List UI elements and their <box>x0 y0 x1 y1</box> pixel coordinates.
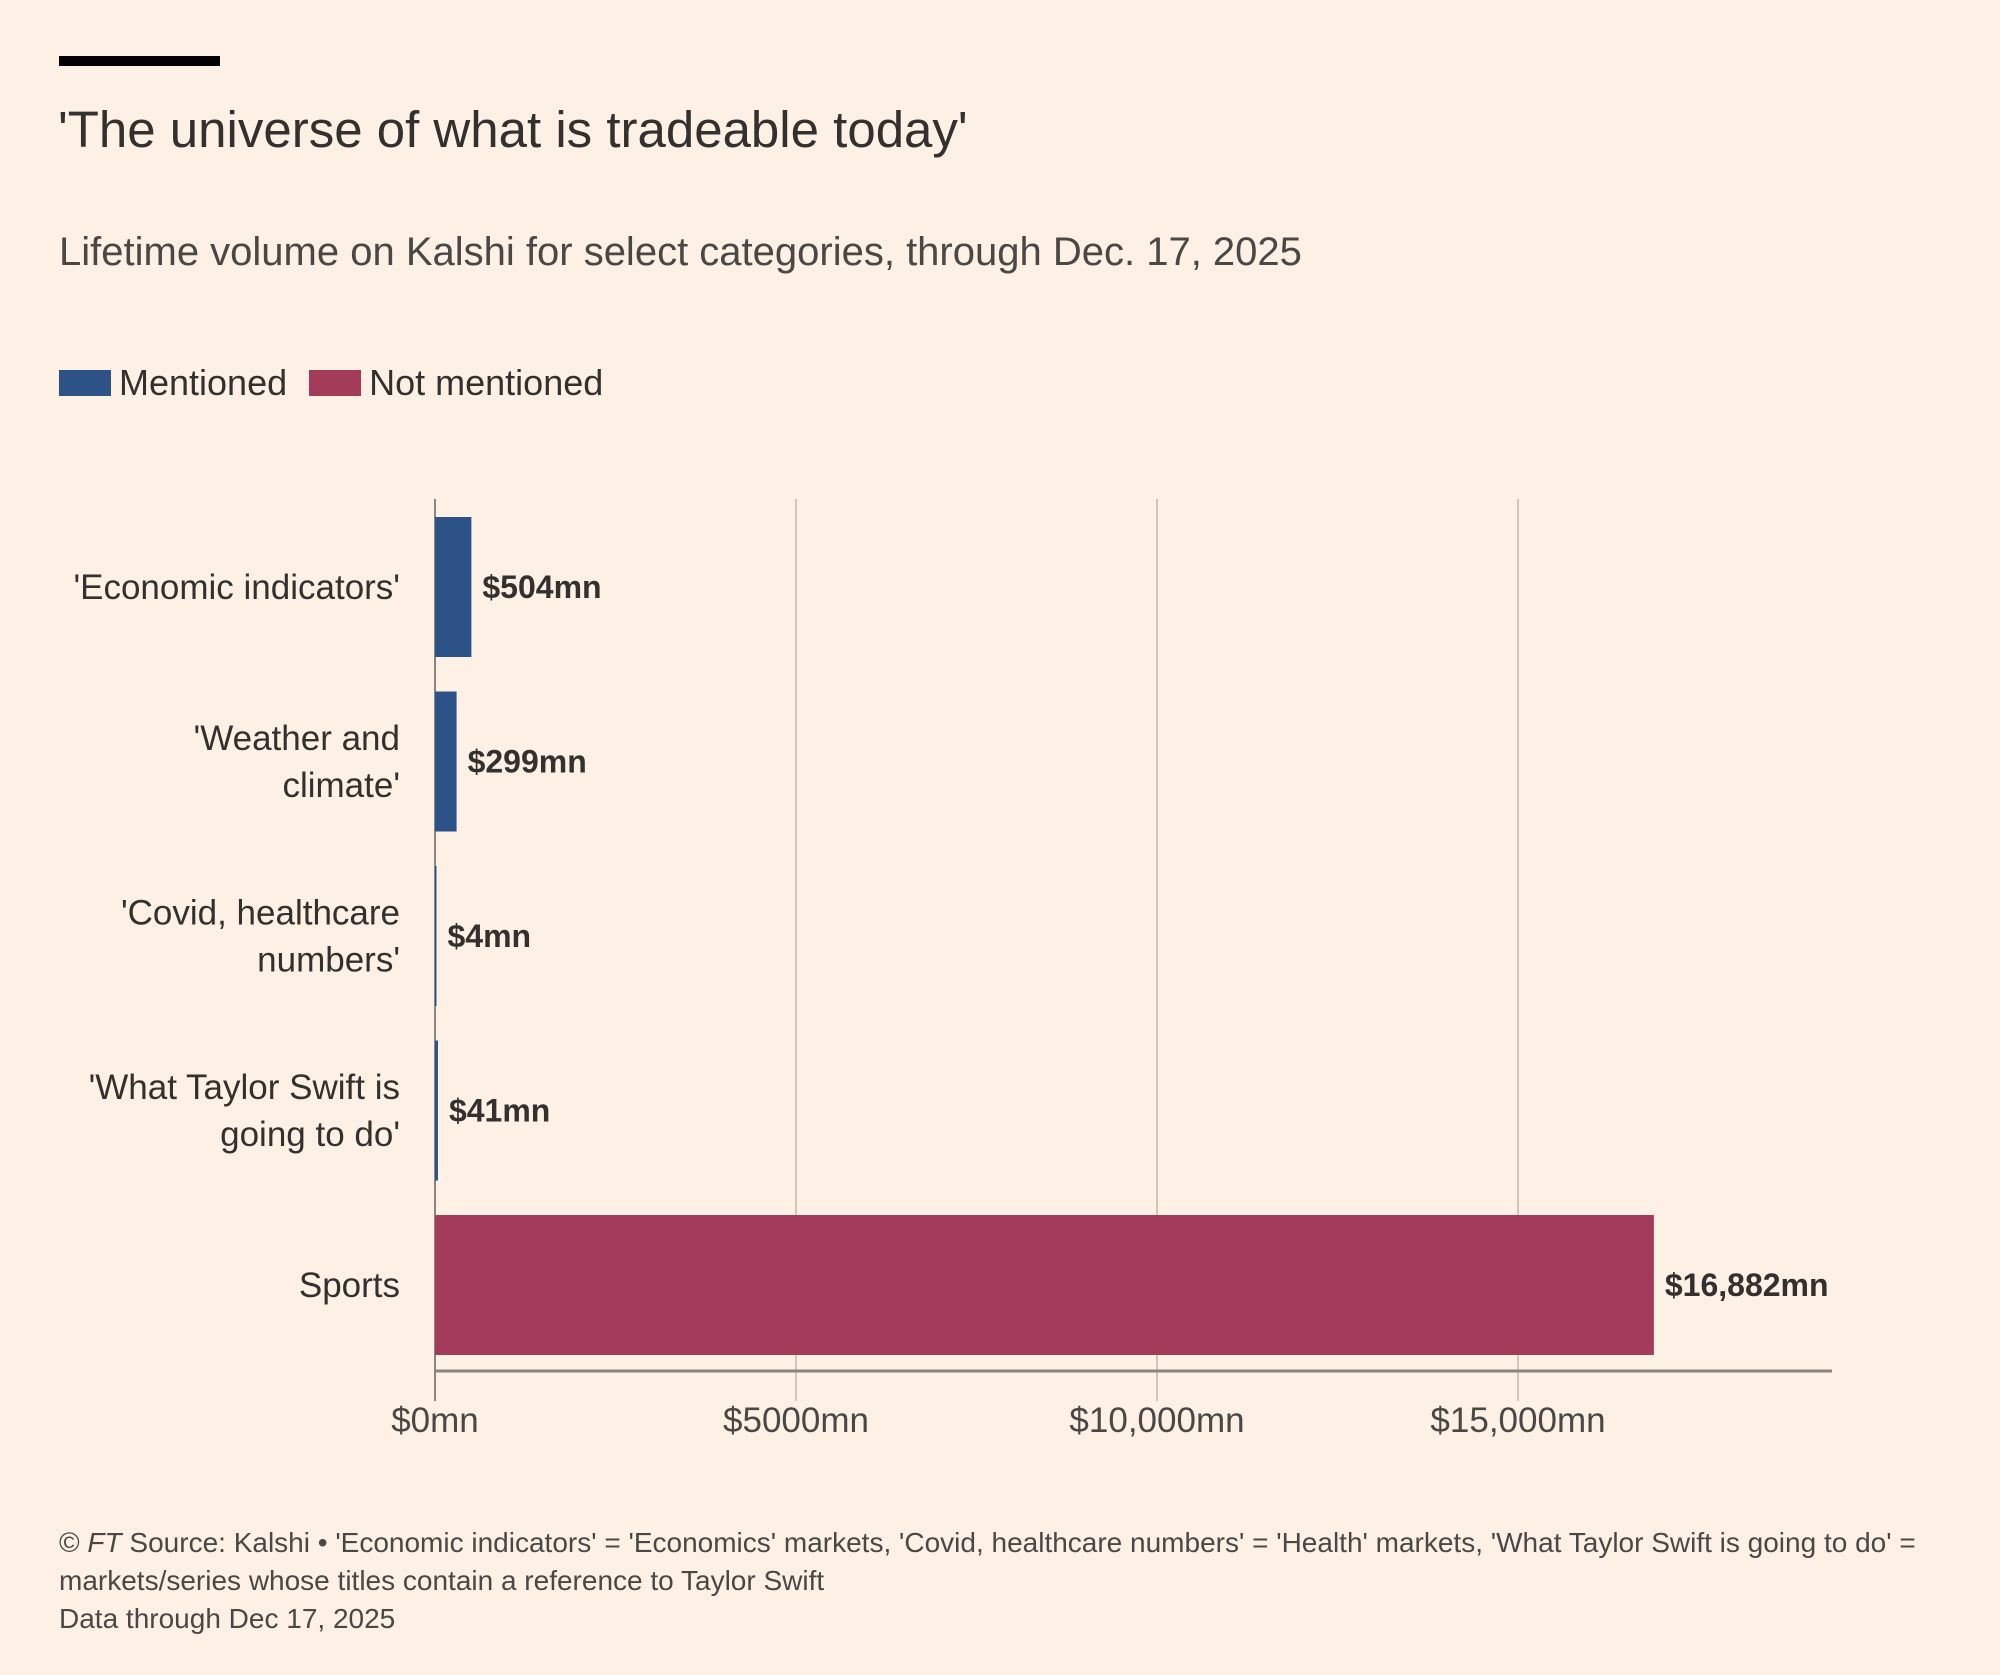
legend-swatch-not-mentioned <box>309 370 362 396</box>
source-note: © FT Source: Kalshi • 'Economic indicato… <box>59 1524 1939 1600</box>
category-label: 'Economic indicators' <box>73 568 400 607</box>
category-label: 'Covid, healthcare <box>121 894 400 933</box>
x-tick-label: $10,000mn <box>1069 1401 1244 1440</box>
bar <box>435 517 472 657</box>
bar <box>435 866 437 1006</box>
category-label: 'Weather and <box>194 719 400 758</box>
legend-label: Mentioned <box>119 362 288 403</box>
chart-subtitle: Lifetime volume on Kalshi for select cat… <box>59 230 1302 274</box>
bar <box>435 1215 1654 1355</box>
category-label: 'What Taylor Swift is <box>89 1068 400 1107</box>
title-rule <box>59 56 220 66</box>
legend: Mentioned Not mentioned <box>59 362 625 404</box>
legend-label: Not mentioned <box>369 362 604 403</box>
bar-value-label: $299mn <box>468 744 587 780</box>
category-label: going to do' <box>220 1115 400 1154</box>
copyright: © <box>59 1527 88 1558</box>
chart-footer: © FT Source: Kalshi • 'Economic indicato… <box>59 1524 1939 1638</box>
legend-item-not-mentioned: Not mentioned <box>309 362 603 404</box>
bar-value-label: $16,882mn <box>1665 1267 1829 1303</box>
x-tick-label: $15,000mn <box>1430 1401 1605 1440</box>
data-note: Data through Dec 17, 2025 <box>59 1603 396 1634</box>
legend-item-mentioned: Mentioned <box>59 362 287 404</box>
bar-value-label: $504mn <box>482 569 601 605</box>
x-tick-label: $0mn <box>391 1401 479 1440</box>
x-tick-label: $5000mn <box>723 1401 869 1440</box>
bar <box>435 1040 438 1181</box>
bar-value-label: $41mn <box>449 1093 550 1129</box>
ft-label: FT <box>87 1527 122 1558</box>
legend-swatch-mentioned <box>59 370 111 396</box>
category-label: numbers' <box>257 941 400 980</box>
category-label: Sports <box>299 1266 400 1305</box>
chart-title: 'The universe of what is tradeable today… <box>58 101 968 158</box>
bar <box>435 691 457 832</box>
bar-value-label: $4mn <box>448 918 532 954</box>
category-label: climate' <box>282 766 400 805</box>
source-text: Source: Kalshi • 'Economic indicators' =… <box>59 1527 1916 1596</box>
